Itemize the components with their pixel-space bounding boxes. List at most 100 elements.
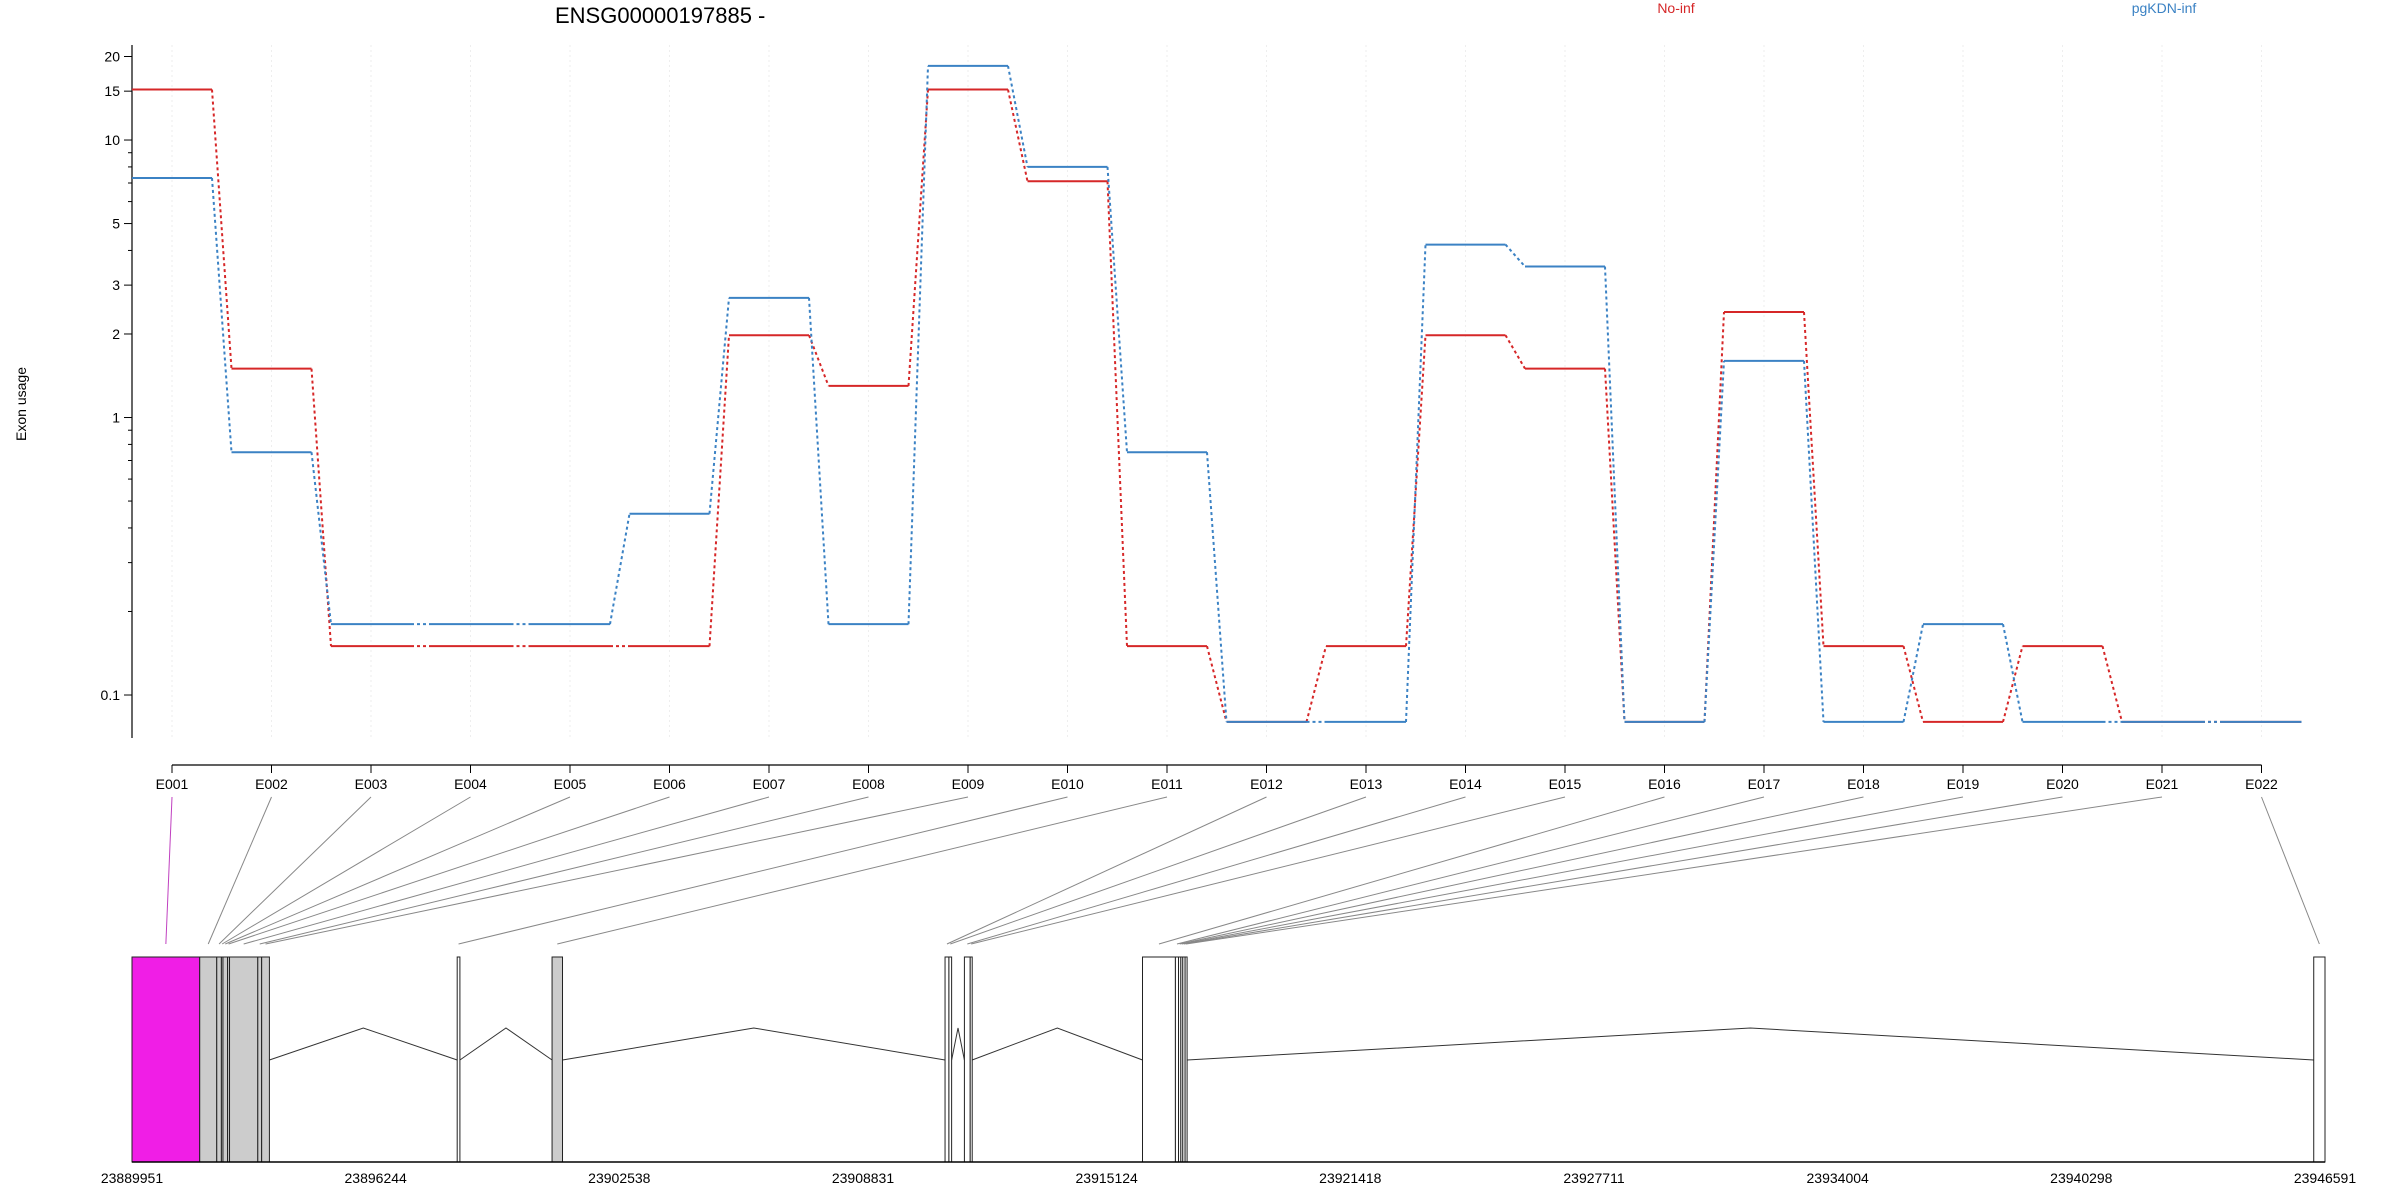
genome-tick-label: 23896244 — [345, 1170, 408, 1186]
legend-entry-no-inf: No-inf — [1657, 0, 1694, 16]
series-connector — [1504, 334, 1526, 370]
x-tick-label-e016: E016 — [1648, 776, 1681, 792]
x-tick-label-e015: E015 — [1549, 776, 1582, 792]
y-tick-label: 5 — [112, 216, 120, 232]
genome-tick-label: 23921418 — [1319, 1170, 1382, 1186]
series-connector — [1305, 645, 1327, 723]
x-tick-label-e014: E014 — [1449, 776, 1482, 792]
series-connector — [1803, 311, 1825, 647]
intron — [951, 1027, 965, 1061]
genome-tick-label: 23946591 — [2294, 1170, 2357, 1186]
x-axis: E001 E002 E003 E004 E005 E006 E007 E008 E009 E010… — [156, 764, 2278, 792]
x-tick-label-e005: E005 — [554, 776, 587, 792]
x-tick-label-e003: E003 — [355, 776, 388, 792]
exon-e005 — [222, 956, 229, 1163]
series-no-inf — [132, 88, 2302, 723]
genome-tick-label: 23915124 — [1076, 1170, 1139, 1186]
exon-e022 — [2313, 956, 2326, 1163]
series-connector — [708, 335, 730, 647]
series-connector — [1703, 360, 1725, 722]
series-connector — [1803, 360, 1825, 722]
exon-e021 — [1184, 956, 1188, 1163]
intron — [1187, 1027, 2314, 1061]
y-tick-label: 2 — [112, 326, 120, 342]
grid — [171, 45, 2262, 738]
y-tick-label: 1 — [112, 410, 120, 426]
series-connector — [211, 177, 233, 453]
genome-tick-label: 23940298 — [2050, 1170, 2113, 1186]
series-connector — [1604, 266, 1626, 722]
series-connector — [907, 89, 929, 386]
series-connector — [211, 89, 233, 369]
exon-connector — [243, 796, 770, 945]
x-tick-label-e011: E011 — [1151, 776, 1183, 792]
y-tick-label: 0.1 — [101, 687, 121, 703]
genome-tick-label: 23902538 — [588, 1170, 651, 1186]
series-connector — [1504, 243, 1526, 268]
x-tick-label-e004: E004 — [454, 776, 487, 792]
series-connector — [310, 368, 332, 647]
x-tick-label-e002: E002 — [255, 776, 288, 792]
x-tick-label-e009: E009 — [952, 776, 985, 792]
exon-e010 — [456, 956, 461, 1163]
x-tick-label-e008: E008 — [852, 776, 885, 792]
series-connector — [2002, 623, 2024, 723]
series-connector — [1007, 65, 1029, 168]
genome-tick-label: 23889951 — [101, 1170, 164, 1186]
exon-connectors — [165, 796, 2320, 945]
exon-connector — [1176, 796, 1765, 945]
exon-e015 — [969, 956, 973, 1163]
series-connector — [1902, 645, 1924, 723]
x-tick-label-e010: E010 — [1051, 776, 1084, 792]
genome-tick-label: 23934004 — [1807, 1170, 1870, 1186]
exon-e016 — [1142, 956, 1176, 1163]
exon-e012 — [944, 956, 950, 1163]
intron — [562, 1027, 946, 1061]
exon-connector — [557, 796, 1168, 945]
x-tick-label-e007: E007 — [753, 776, 786, 792]
intron — [269, 1027, 458, 1061]
y-axis: 0.1 1 2 3 5 10 15 20 — [101, 45, 133, 738]
y-axis-label: Exon usage — [13, 367, 29, 441]
series-connector — [808, 297, 830, 625]
x-tick-label-e021: E021 — [2146, 776, 2179, 792]
intron — [971, 1027, 1143, 1061]
genome-axis: 23889951 23896244 23902538 23908831 23915124… — [101, 1161, 2357, 1186]
x-tick-label-e001: E001 — [156, 776, 189, 792]
y-tick-label: 20 — [104, 48, 120, 64]
series-connector — [1206, 645, 1228, 723]
chart-title: ENSG00000197885 - — [555, 3, 765, 28]
series-connector — [1405, 335, 1427, 647]
exon-connector — [207, 796, 272, 945]
exon-connector — [946, 796, 1267, 945]
exon-e013 — [948, 956, 953, 1163]
intron — [459, 1027, 553, 1061]
gene-model — [131, 956, 2326, 1163]
exon-connector — [218, 796, 372, 945]
y-tick-label: 10 — [104, 132, 120, 148]
y-tick-label: 3 — [112, 277, 120, 293]
x-tick-label-e013: E013 — [1350, 776, 1383, 792]
exon-connector — [2261, 796, 2320, 945]
exon-connector — [1185, 796, 2163, 945]
genome-tick-label: 23908831 — [832, 1170, 895, 1186]
series-connector — [708, 297, 730, 514]
x-tick-label-e022: E022 — [2245, 776, 2278, 792]
series-connector — [2101, 645, 2123, 723]
series-connector — [1902, 623, 1924, 723]
series-lines — [132, 64, 2302, 723]
exon-e001 — [131, 956, 201, 1163]
legend-entry-pgkdn-inf: pgKDN-inf — [2132, 0, 2197, 16]
series-connector — [2002, 645, 2024, 723]
exon-connector — [1158, 796, 1665, 945]
x-tick-label-e017: E017 — [1748, 776, 1781, 792]
exon-connector — [259, 796, 869, 945]
exon-connector — [165, 796, 173, 945]
series-connector — [609, 513, 631, 625]
series-connector — [1007, 89, 1029, 182]
exon-e014 — [963, 956, 971, 1163]
exon-connector — [265, 796, 969, 945]
exon-e009 — [261, 956, 270, 1163]
exon-e008 — [257, 956, 263, 1163]
